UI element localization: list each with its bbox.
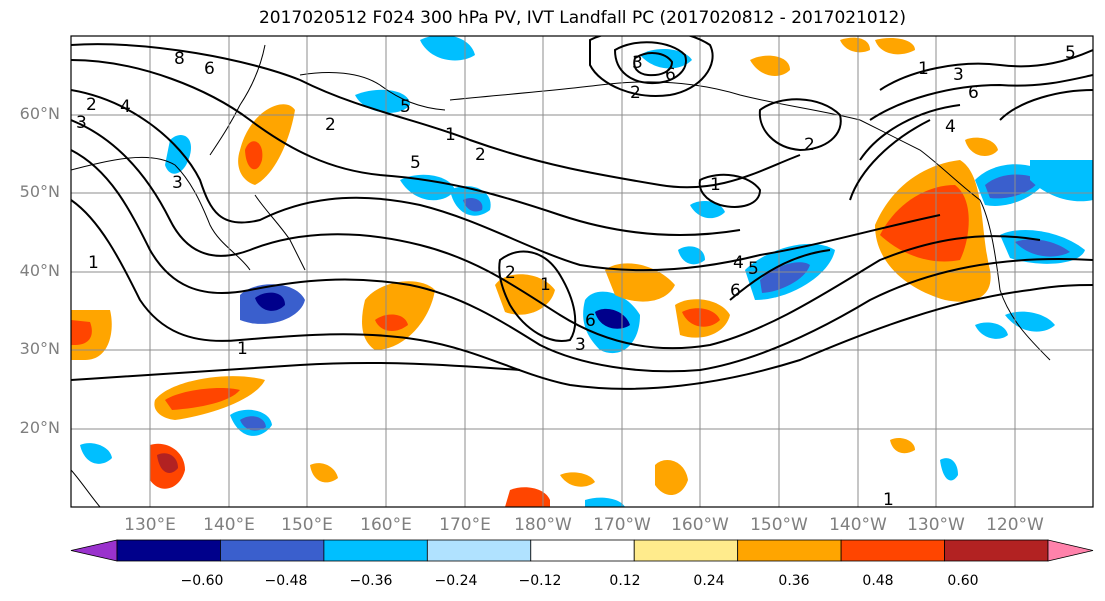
map-plot-area: 8 6 2 3 4 2 1 2 5 3 1 1 2 1 2 3 6 4 1 5 … [71,36,1093,510]
colorbar-box [633,539,739,562]
contour-label: 1 [918,59,929,79]
lat-label: 50°N [19,182,60,201]
contour-label: 2 [86,95,97,115]
contour-label: 4 [945,117,956,137]
colorbar-box [530,539,635,562]
colorbar-tick-label: 0.60 [947,573,979,589]
pv-contours [71,36,1093,390]
colorbar-extend-max [1047,539,1094,562]
colorbar-box [220,539,325,562]
colorbar-tick-label: 0.36 [778,573,810,589]
contour-label: 4 [120,97,131,117]
pc-shading [71,36,1093,507]
contour-label: 2 [505,263,516,283]
lon-label: 170°E [439,515,491,535]
contour-label: 2 [325,115,336,135]
contour-label: 8 [174,49,185,69]
contour-label: 2 [475,145,486,165]
colorbar-tick-label: −0.60 [180,573,224,589]
colorbar-tick-label: 0.24 [693,573,725,589]
lon-label: 150°E [281,515,333,535]
colorbar-tick-label: −0.24 [434,573,478,589]
colorbar-box [737,539,842,562]
lat-label: 20°N [19,418,60,437]
colorbar-box [426,539,532,562]
lon-label: 180°W [514,515,572,535]
lat-label: 60°N [19,104,60,123]
contour-labels: 8 6 2 3 4 2 1 2 5 3 1 1 2 1 2 3 6 4 1 5 … [76,43,1076,510]
lon-label: 130°E [124,515,176,535]
colorbar-box [323,539,428,562]
contour-label: 5 [1065,43,1076,63]
contour-label: 6 [730,281,741,301]
contour-label: 6 [204,59,215,79]
lon-label: 160°E [360,515,412,535]
contour-label: 2 [630,83,641,103]
contour-label: 1 [540,275,551,295]
coastlines [71,44,1051,507]
lon-label: 150°W [750,515,808,535]
contour-label: 6 [585,311,596,331]
contour-label: 1 [445,125,456,145]
contour-label: 6 [968,83,979,103]
colorbar-tick-label: −0.48 [264,573,308,589]
colorbar-box [944,539,1049,562]
lon-label: 130°W [907,515,965,535]
contour-label: 3 [76,113,87,133]
contour-label: 3 [575,335,586,355]
contour-label: 3 [632,53,643,73]
contour-label: 5 [748,259,759,279]
colorbar [70,539,1094,562]
contour-label: 4 [733,253,744,273]
contour-label: 1 [883,490,894,510]
contour-label: 1 [710,175,721,195]
colorbar-box [116,539,221,562]
contour-label: 3 [172,173,183,193]
lat-label: 30°N [19,339,60,358]
colorbar-tick-label: 0.48 [862,573,894,589]
colorbar-tick-label: −0.12 [518,573,562,589]
contour-label: 5 [410,153,421,173]
lon-label: 120°W [986,515,1044,535]
contour-label: 2 [804,135,815,155]
lon-label: 160°W [671,515,729,535]
contour-label: 5 [400,97,411,117]
lon-label: 140°W [829,515,887,535]
map-title: 2017020512 F024 300 hPa PV, IVT Landfall… [258,8,906,28]
lon-label: 170°W [593,515,651,535]
contour-label: 1 [237,339,248,359]
colorbar-tick-label: −0.36 [349,573,393,589]
colorbar-tick-label: 0.12 [609,573,641,589]
lat-label: 40°N [19,261,60,280]
contour-label: 1 [88,253,99,273]
map-frame [70,35,1094,508]
colorbar-box [840,539,945,562]
contour-label: 3 [953,65,964,85]
colorbar-extend-min [70,539,118,562]
lon-label: 140°E [203,515,255,535]
contour-label: 6 [665,65,676,85]
